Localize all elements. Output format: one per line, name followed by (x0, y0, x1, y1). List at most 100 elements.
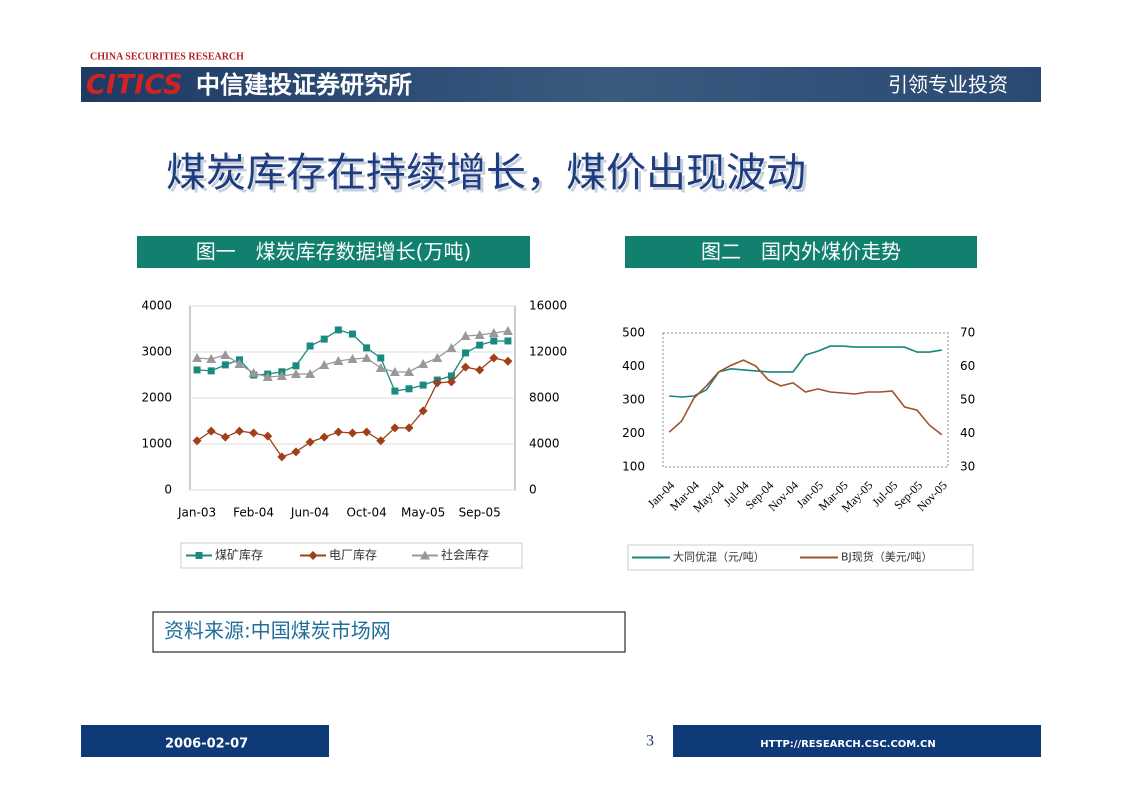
title-shadow: 煤炭库存在持续增长，煤价出现波动 (169, 153, 809, 199)
marker (461, 362, 471, 372)
marker (476, 341, 484, 349)
plot-frame (662, 332, 949, 468)
marker (292, 362, 300, 370)
marker (362, 427, 372, 437)
marker (460, 331, 471, 341)
y-tick-label: 3000 (141, 345, 172, 359)
marker (349, 330, 356, 338)
marker (376, 436, 386, 446)
source: 资料来源:中国煤炭市场网 (164, 619, 391, 643)
marker (347, 354, 358, 364)
marker (305, 437, 315, 447)
y2-tick-label: 4000 (529, 437, 560, 451)
marker (418, 406, 428, 416)
slogan: 引领专业投资 (888, 73, 1008, 97)
marker (334, 326, 342, 334)
x-tick-label: Jan-03 (177, 506, 216, 520)
marker (348, 428, 357, 438)
marker (207, 367, 215, 375)
marker (375, 362, 386, 372)
slide-title: 煤炭库存在持续增长，煤价出现波动 (166, 150, 806, 196)
source-box (152, 611, 626, 653)
y2-tick-label: 16000 (529, 299, 567, 313)
chart-caption-box (625, 236, 977, 268)
marker (489, 353, 499, 363)
footer-url: HTTP://RESEARCH.CSC.COM.CN (760, 739, 936, 750)
legend-marker (195, 552, 203, 559)
legend-marker (420, 550, 430, 560)
x-tick-label: Oct-04 (346, 506, 386, 520)
marker (504, 337, 512, 345)
legend-label: 社会库存 (441, 547, 489, 562)
y2-tick-label: 60 (960, 359, 975, 373)
marker (377, 354, 385, 362)
marker (221, 361, 229, 369)
marker (193, 366, 201, 374)
marker (333, 427, 343, 437)
marker (206, 426, 216, 436)
footer-date: 2006-02-07 (165, 737, 248, 752)
chart-caption: 图一 煤炭库存数据增长(万吨) (196, 240, 472, 264)
marker (320, 335, 328, 343)
y-tick-label: 400 (622, 359, 645, 373)
legend-marker (308, 551, 318, 560)
y-tick-label: 500 (622, 326, 645, 340)
marker (249, 428, 259, 438)
legend-label: 电厂库存 (329, 547, 377, 562)
brand-en: CHINA SECURITIES RESEARCH (90, 51, 244, 62)
marker (474, 329, 485, 339)
marker (503, 356, 513, 366)
marker (290, 368, 301, 378)
marker (432, 378, 442, 388)
x-tick-label: Sep-05 (459, 506, 501, 520)
marker (319, 359, 330, 369)
y2-tick-label: 30 (960, 460, 975, 474)
marker (291, 447, 301, 457)
marker (432, 352, 443, 362)
marker (234, 426, 244, 436)
header-band (81, 67, 1041, 102)
marker (404, 423, 414, 433)
legend-label: BJ现货（美元/吨） (841, 550, 933, 564)
y-tick-label: 1000 (141, 437, 172, 451)
x-tick-label: Jun-04 (290, 506, 329, 520)
legend-box (180, 542, 523, 569)
marker (361, 352, 372, 362)
marker (502, 325, 513, 335)
marker (248, 368, 259, 378)
marker (404, 367, 415, 377)
marker (389, 367, 400, 377)
marker (319, 432, 329, 442)
chart-caption-box (137, 236, 530, 268)
marker (419, 381, 427, 389)
y2-tick-label: 12000 (529, 345, 567, 359)
y-tick-label: 100 (622, 460, 645, 474)
marker (446, 377, 456, 387)
marker (447, 372, 455, 380)
series-line (669, 345, 942, 398)
legend-label: 煤矿库存 (215, 547, 263, 562)
y2-tick-label: 50 (960, 393, 975, 407)
brand-cn: 中信建投证券研究所 (196, 71, 412, 99)
x-tick-label: Feb-04 (233, 506, 274, 520)
marker (263, 431, 273, 441)
footer-left (81, 725, 329, 757)
footer-right (673, 725, 1041, 757)
marker (405, 385, 413, 393)
marker (306, 342, 314, 350)
marker (206, 354, 217, 364)
marker (488, 328, 499, 338)
chart-caption: 图二 国内外煤价走势 (701, 240, 901, 264)
marker (220, 349, 231, 359)
y-tick-label: 2000 (141, 391, 172, 405)
y-tick-label: 0 (164, 483, 172, 497)
y2-tick-label: 40 (960, 426, 975, 440)
y-tick-label: 300 (622, 393, 645, 407)
marker (490, 337, 498, 345)
marker (277, 452, 287, 462)
y-tick-label: 200 (622, 426, 645, 440)
marker (390, 423, 400, 433)
legend-label: 大同优混（元/吨） (673, 550, 765, 564)
marker (475, 365, 485, 375)
